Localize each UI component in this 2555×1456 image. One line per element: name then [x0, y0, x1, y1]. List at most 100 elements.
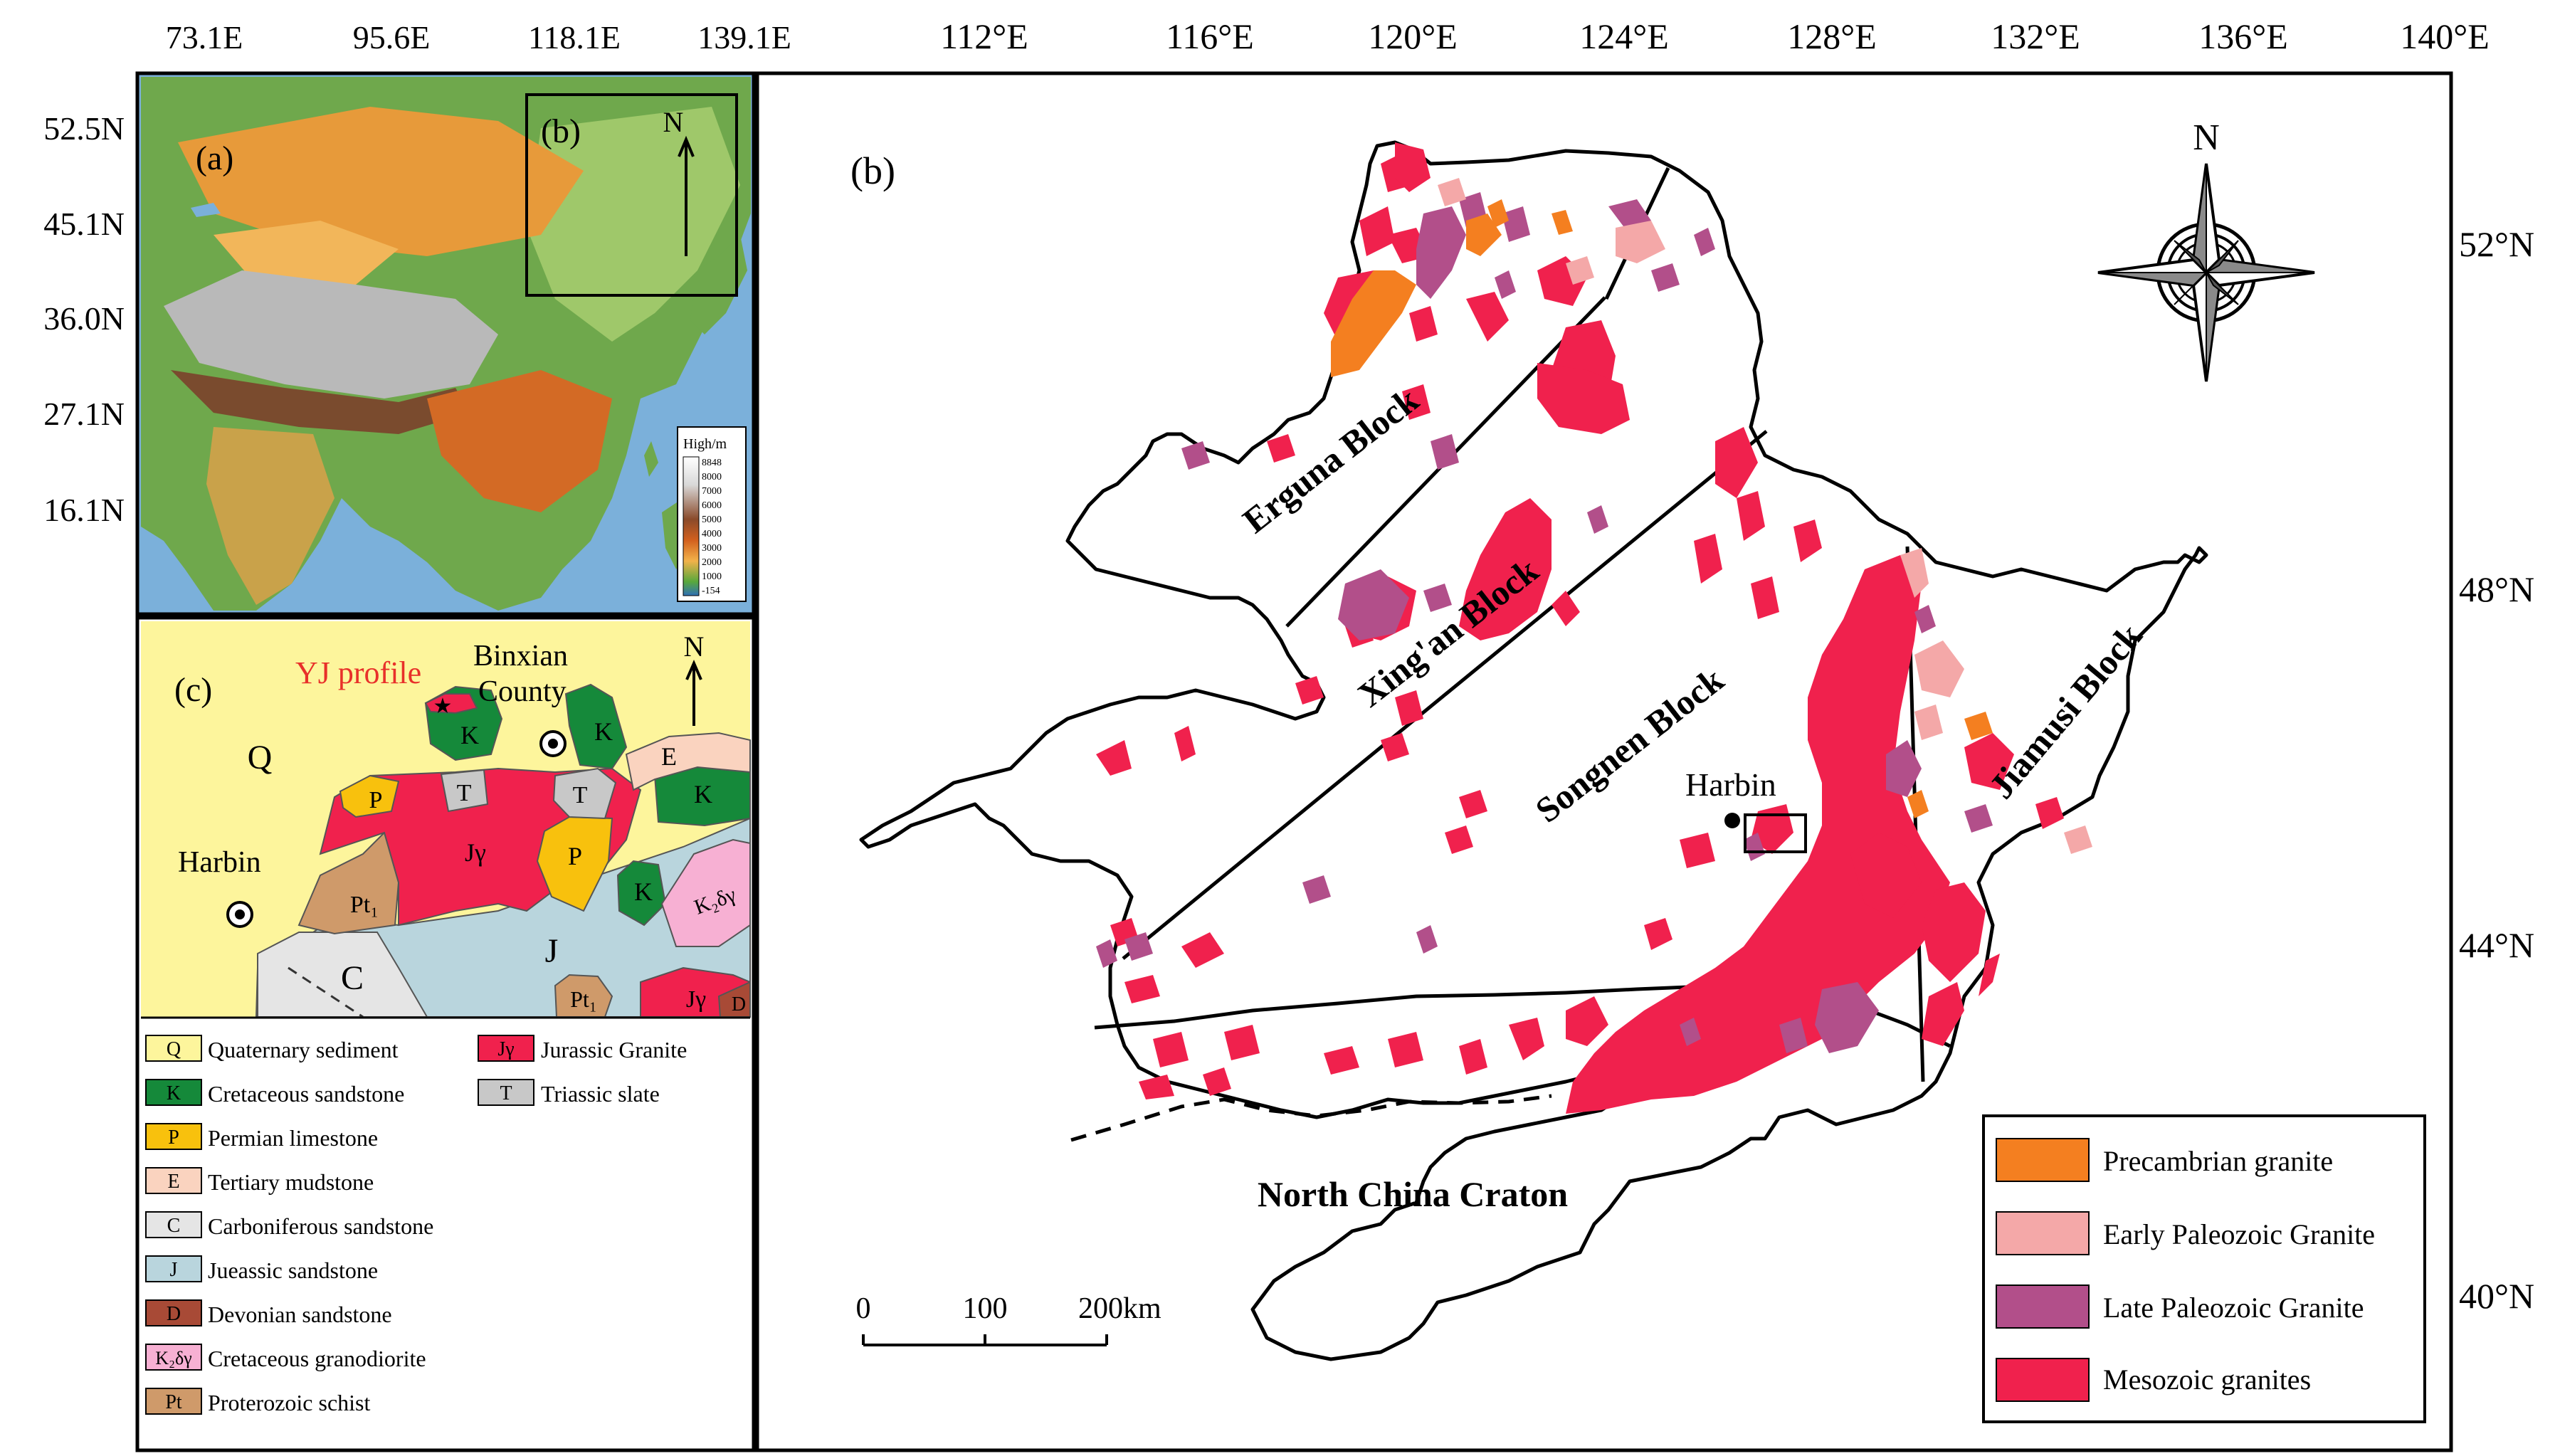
elevation-level: 7000	[702, 486, 722, 497]
legend-code: D	[167, 1303, 181, 1325]
binxian-county-label: Binxian	[473, 640, 568, 672]
legend-code: C	[167, 1215, 181, 1237]
relief-himalaya	[171, 370, 470, 434]
unit-triassic-2	[552, 767, 617, 820]
unit-label-e: E	[661, 742, 677, 771]
unit-label-p: P	[568, 842, 582, 870]
mesozoic-xingan-large	[1459, 498, 1552, 640]
panel-a-lat-tick: 45.1N	[43, 206, 125, 242]
yj-profile-label: YJ profile	[295, 655, 421, 690]
yj-profile-star: ★	[433, 695, 453, 718]
legend-item-tertiary-mudstone: E Tertiary mudstone	[145, 1167, 374, 1195]
panel-b: (b)	[755, 16, 2534, 1452]
panel-a-lon-tick: 139.1E	[697, 19, 791, 56]
unit-label-q: Q	[248, 739, 273, 776]
legend-label: Cretaceous granodiorite	[208, 1346, 426, 1371]
panel-b-lon-tick: 132°E	[1991, 16, 2080, 56]
panel-b-lon-tick: 140°E	[2400, 16, 2490, 56]
unit-label-jg: Jγ	[686, 986, 706, 1013]
legend-code: Q	[167, 1038, 181, 1060]
legend-item-quaternary: Q Quaternary sediment	[145, 1035, 399, 1062]
scale-bar: 0 100 200km	[856, 1292, 1161, 1346]
relief-tibet	[164, 270, 498, 399]
elevation-level: 1000	[702, 571, 722, 582]
panel-b-north-label: N	[2193, 117, 2220, 158]
relief-japan	[690, 235, 747, 334]
elevation-level: 8848	[702, 458, 722, 468]
unit-label-jg: Jγ	[465, 838, 486, 867]
panel-a-label: (a)	[196, 139, 233, 177]
scale-label: 100	[963, 1292, 1008, 1325]
panel-b-lat-tick: 48°N	[2459, 569, 2534, 609]
harbin-city-symbol	[226, 901, 253, 928]
elevation-level: 8000	[702, 472, 722, 482]
legend-code: T	[500, 1082, 512, 1104]
panel-b-lat-tick: 44°N	[2459, 925, 2534, 965]
panel-b-lon-tick: 128°E	[1787, 16, 1877, 56]
mesozoic-upper	[1537, 363, 1630, 434]
legend-item-carboniferous-sandstone: C Carboniferous sandstone	[145, 1211, 433, 1239]
binxian-county-symbol	[539, 730, 567, 757]
panel-b-legend: Precambrian granite Early Paleozoic Gran…	[1982, 1114, 2426, 1423]
panel-a-north-arrow	[678, 135, 695, 256]
elevation-level: 5000	[702, 515, 722, 525]
panel-c-label: (c)	[174, 671, 212, 709]
panel-a-lat-tick: 16.1N	[43, 492, 125, 528]
legend-label: Mesozoic granites	[2103, 1363, 2311, 1396]
unit-tertiary	[625, 732, 751, 791]
early-paleozoic-granites	[1438, 178, 2092, 854]
legend-code: P	[168, 1127, 179, 1149]
legend-label: Tertiary mudstone	[208, 1169, 374, 1195]
harbin-label-b: Harbin	[1685, 766, 1776, 803]
panel-a-lon-tick: 73.1E	[166, 19, 243, 56]
mesozoic-granites	[1096, 153, 2064, 1114]
panel-b-lon-tick: 120°E	[1368, 16, 1458, 56]
unit-label-p: P	[369, 787, 383, 813]
panel-b-lat-tick: 40°N	[2459, 1276, 2534, 1316]
fault-dashed	[288, 966, 364, 1018]
legend-code: K₂δγ	[155, 1348, 192, 1368]
legend-code: Pt	[165, 1391, 182, 1413]
craton-boundary-dashed	[1070, 1094, 1552, 1142]
relief-desert	[178, 107, 584, 256]
unit-label-t: T	[573, 782, 588, 808]
legend-code: K	[167, 1082, 181, 1104]
yj-profile-area	[424, 693, 478, 714]
relief-taiwan	[644, 441, 658, 477]
unit-triassic-1	[440, 769, 489, 813]
legend-item-precambrian: Precambrian granite	[1996, 1138, 2333, 1182]
elevation-level: 3000	[702, 543, 722, 554]
legend-label: Quaternary sediment	[208, 1037, 399, 1062]
relief-south	[427, 370, 612, 512]
legend-item-permian-limestone: P Permian limestone	[145, 1123, 378, 1151]
binxian-county-label: County	[478, 675, 567, 708]
relief-india	[206, 427, 334, 605]
craton-label: North China Craton	[1258, 1174, 1568, 1214]
panel-b-label: (b)	[850, 149, 895, 192]
legend-item-triassic-slate: T Triassic slate	[478, 1079, 660, 1107]
panel-b-lat-tick: 52°N	[2459, 224, 2534, 264]
legend-label: Jueassic sandstone	[208, 1257, 378, 1283]
panel-a-lat-tick: 36.0N	[43, 300, 125, 337]
legend-item-mesozoic: Mesozoic granites	[1996, 1358, 2311, 1402]
panel-b-lon-tick: 112°E	[940, 16, 1028, 56]
legend-label: Cretaceous sandstone	[208, 1081, 404, 1107]
harbin-point	[1724, 813, 1740, 828]
legend-item-cretaceous-sandstone: K Cretaceous sandstone	[145, 1079, 404, 1107]
legend-label: Permian limestone	[208, 1125, 378, 1151]
legend-code: E	[167, 1171, 179, 1193]
legend-label: Precambrian granite	[2103, 1145, 2333, 1177]
legend-code: Jγ	[497, 1038, 514, 1060]
unit-cretaceous-2	[564, 683, 628, 770]
unit-label-d: D	[732, 993, 746, 1015]
scale-label: 0	[856, 1292, 871, 1325]
legend-label: Devonian sandstone	[208, 1302, 392, 1327]
panel-b-lon-tick: 136°E	[2198, 16, 2288, 56]
late-paleozoic-granites	[1096, 192, 1993, 1053]
legend-item-devonian-sandstone: D Devonian sandstone	[145, 1299, 392, 1327]
elevation-level: 6000	[702, 500, 722, 511]
compass-rose-icon: N	[2097, 117, 2315, 382]
elevation-level: 4000	[702, 529, 722, 539]
unit-granodiorite	[660, 838, 751, 947]
